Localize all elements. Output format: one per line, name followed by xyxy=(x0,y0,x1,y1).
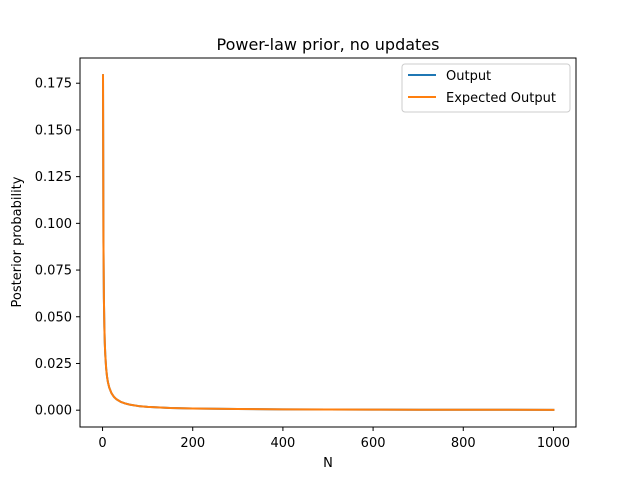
x-tick-label: 200 xyxy=(180,436,205,451)
x-tick-label: 0 xyxy=(98,436,106,451)
y-tick-label: 0.025 xyxy=(35,357,72,372)
legend-label-expected-output: Expected Output xyxy=(446,91,556,106)
y-tick-label: 0.000 xyxy=(35,404,72,419)
y-tick-label: 0.125 xyxy=(35,170,72,185)
x-tick-label: 800 xyxy=(451,436,476,451)
y-axis-label: Posterior probability xyxy=(10,176,25,307)
x-axis: 0 200 400 600 800 1000 xyxy=(98,427,570,451)
series-line-expected-output xyxy=(101,74,555,411)
y-tick-label: 0.050 xyxy=(35,310,72,325)
plot-area xyxy=(79,57,577,428)
x-tick-label: 1000 xyxy=(537,436,570,451)
series-layer xyxy=(101,74,555,411)
legend-frame xyxy=(401,63,571,113)
legend-label-output: Output xyxy=(446,69,491,84)
y-tick-label: 0.100 xyxy=(35,217,72,232)
y-tick-label: 0.175 xyxy=(35,77,72,92)
x-axis-label: N xyxy=(323,456,333,471)
y-axis: 0.000 0.025 0.050 0.075 0.100 0.125 0.150 0.175 xyxy=(35,77,80,419)
chart-title: Power-law prior, no updates xyxy=(217,35,440,54)
y-tick-label: 0.150 xyxy=(35,123,72,138)
x-tick-label: 600 xyxy=(361,436,386,451)
x-tick-label: 400 xyxy=(270,436,295,451)
y-tick-label: 0.075 xyxy=(35,264,72,279)
legend: Output Expected Output xyxy=(401,63,571,113)
